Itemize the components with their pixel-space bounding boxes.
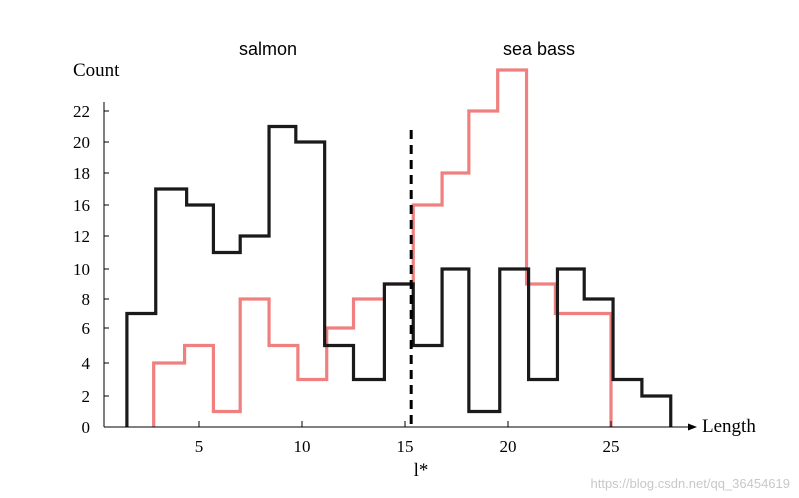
axes-layer: 0 2 4 6 8 10 12 16 18 20 22 5 10 15 20 25	[73, 102, 697, 456]
x-tick-label: 20	[500, 437, 517, 456]
series-label-salmon: salmon	[239, 39, 297, 59]
y-tick-label: 10	[73, 260, 90, 279]
y-tick-label: 18	[73, 164, 90, 183]
x-axis-arrow	[688, 423, 697, 431]
x-tick-label: 25	[603, 437, 620, 456]
threshold-label: l*	[414, 460, 429, 481]
y-tick-label: 16	[73, 196, 90, 215]
x-tick-label: 10	[294, 437, 311, 456]
watermark-text: https://blog.csdn.net/qq_36454619	[591, 476, 791, 491]
y-tick-label: 0	[82, 418, 91, 437]
x-tick-label: 5	[195, 437, 204, 456]
series-salmon-outline	[125, 124, 673, 427]
series-sea-bass-outline	[152, 68, 613, 427]
y-tick-label: 4	[82, 354, 91, 373]
x-axis-label: Length	[702, 416, 756, 437]
y-tick-label: 22	[73, 102, 90, 121]
y-tick-label: 8	[82, 290, 91, 309]
y-tick-label: 20	[73, 133, 90, 152]
y-axis-label: Count	[73, 60, 120, 81]
x-tick-label: 15	[397, 437, 414, 456]
y-tick-label: 6	[82, 319, 91, 338]
series-label-sea-bass: sea bass	[503, 39, 575, 59]
y-tick-label: 12	[73, 227, 90, 246]
series-layer	[125, 68, 673, 427]
y-tick-label: 2	[82, 387, 91, 406]
